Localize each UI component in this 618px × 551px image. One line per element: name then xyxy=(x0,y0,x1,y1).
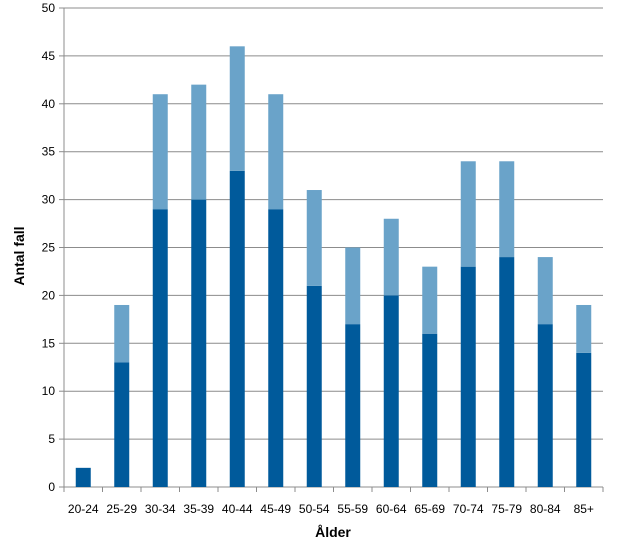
bar-segment-upper-35-39 xyxy=(191,84,207,200)
gridlines xyxy=(64,7,603,440)
y-tick-label: 30 xyxy=(42,193,56,207)
bar-segment-lower-75-79 xyxy=(499,257,515,487)
axes xyxy=(59,7,604,492)
bar-segment-upper-25-29 xyxy=(114,304,130,363)
bar-segment-upper-30-34 xyxy=(152,94,168,210)
x-tick-label: 70-74 xyxy=(453,502,484,516)
y-tick-labels: 0 5 10 15 20 25 30 35 40 45 50 xyxy=(42,1,56,494)
bars xyxy=(75,46,592,488)
bar-segment-upper-45-49 xyxy=(268,94,284,210)
x-tick-label: 30-34 xyxy=(145,502,176,516)
bar-segment-lower-70-74 xyxy=(460,266,476,487)
bar-segment-lower-20-24 xyxy=(75,467,91,487)
x-tick-label: 60-64 xyxy=(376,502,407,516)
bar-segment-upper-65-69 xyxy=(422,266,438,334)
bar-segment-upper-40-44 xyxy=(229,46,245,171)
y-tick-label: 10 xyxy=(42,384,56,398)
bar-segment-upper-70-74 xyxy=(460,161,476,267)
x-tick-label: 85+ xyxy=(574,502,594,516)
bar-segment-lower-80-84 xyxy=(537,324,553,487)
x-tick-label: 80-84 xyxy=(530,502,561,516)
y-tick-label: 50 xyxy=(42,1,56,15)
bar-segment-lower-85+ xyxy=(576,352,592,487)
bar-segment-lower-60-64 xyxy=(383,295,399,487)
x-tick-label: 50-54 xyxy=(299,502,330,516)
bar-segment-upper-85+ xyxy=(576,304,592,353)
bar-segment-upper-55-59 xyxy=(345,247,361,325)
y-tick-label: 20 xyxy=(42,288,56,302)
bar-segment-upper-50-54 xyxy=(306,190,322,286)
x-tick-label: 65-69 xyxy=(414,502,445,516)
bar-segment-lower-35-39 xyxy=(191,199,207,487)
bar-segment-lower-30-34 xyxy=(152,209,168,487)
x-tick-label: 55-59 xyxy=(337,502,368,516)
x-tick-label: 25-29 xyxy=(106,502,137,516)
y-tick-label: 25 xyxy=(42,241,56,255)
y-tick-label: 15 xyxy=(42,336,56,350)
y-tick-label: 0 xyxy=(48,480,55,494)
x-axis-title: Ålder xyxy=(315,524,351,540)
bar-segment-upper-75-79 xyxy=(499,161,515,258)
y-axis-title: Antal fall xyxy=(11,226,27,285)
bar-segment-lower-25-29 xyxy=(114,362,130,487)
y-tick-label: 35 xyxy=(42,145,56,159)
bar-segment-lower-40-44 xyxy=(229,170,245,488)
x-tick-labels: 20-24 25-29 30-34 35-39 40-44 45-49 50-54 55-59… xyxy=(68,502,594,516)
x-tick-label: 45-49 xyxy=(260,502,291,516)
x-tick-label: 20-24 xyxy=(68,502,99,516)
x-tick-label: 75-79 xyxy=(491,502,522,516)
y-tick-label: 45 xyxy=(42,49,56,63)
bar-segment-lower-45-49 xyxy=(268,209,284,487)
bar-segment-lower-55-59 xyxy=(345,324,361,487)
x-tick-label: 35-39 xyxy=(183,502,214,516)
y-tick-label: 5 xyxy=(48,432,55,446)
bar-segment-lower-65-69 xyxy=(422,333,438,487)
bar-segment-upper-60-64 xyxy=(383,218,399,296)
x-tick-label: 40-44 xyxy=(222,502,253,516)
bar-segment-lower-50-54 xyxy=(306,285,322,487)
bar-segment-upper-80-84 xyxy=(537,257,553,325)
y-tick-label: 40 xyxy=(42,97,56,111)
